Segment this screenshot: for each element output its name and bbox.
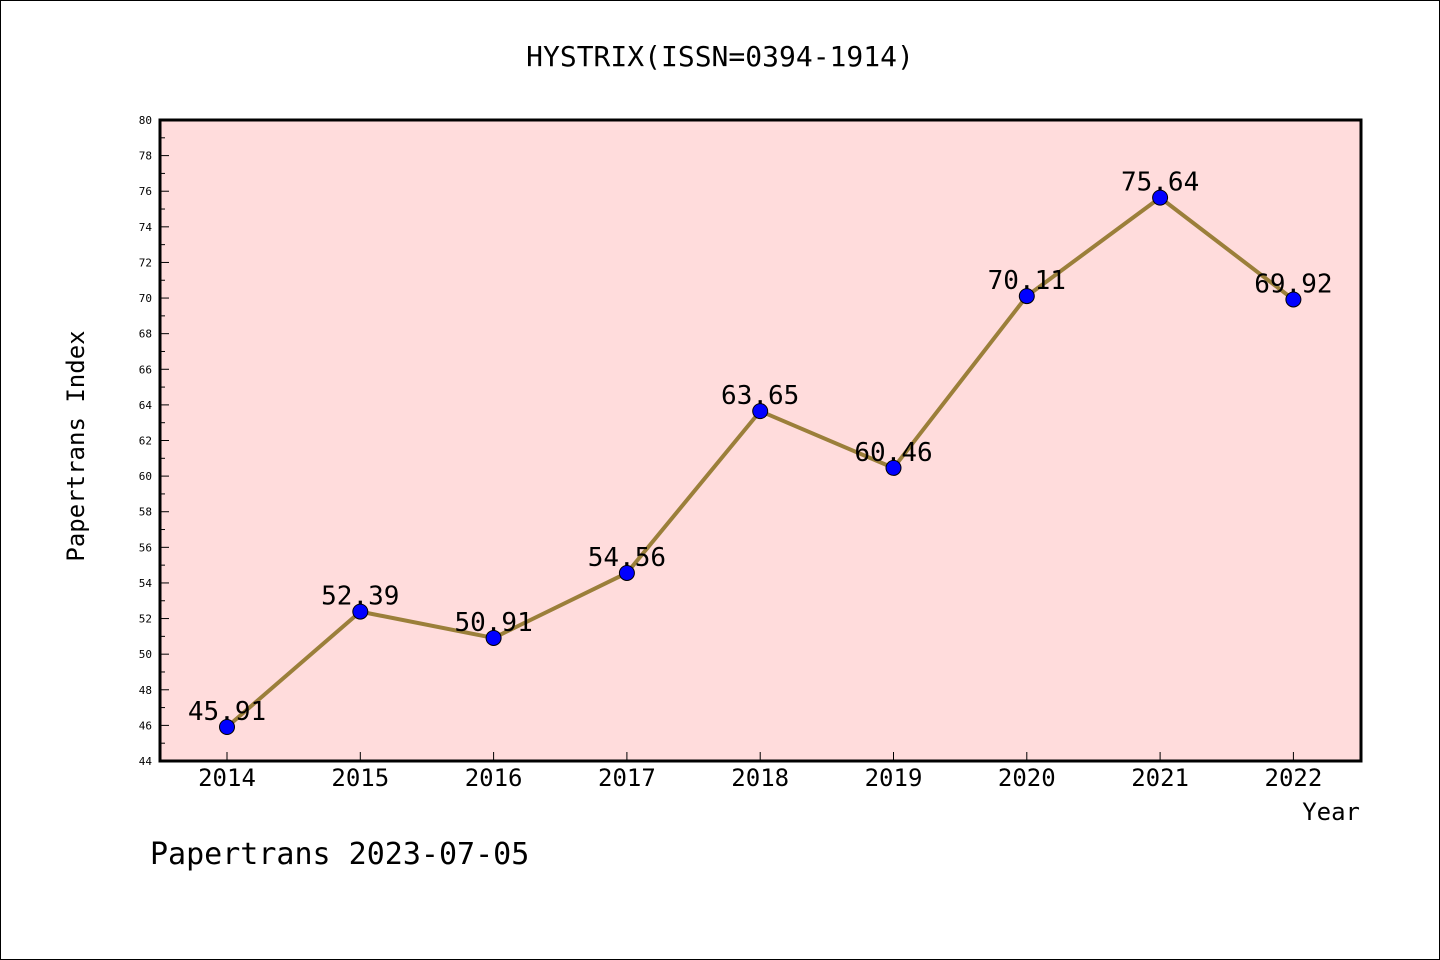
chart-title: HYSTRIX(ISSN=0394-1914) <box>526 40 914 73</box>
y-tick-label: 70 <box>139 292 152 305</box>
data-label: 50.91 <box>454 608 532 638</box>
y-tick-label: 80 <box>139 114 152 127</box>
y-tick-label: 68 <box>139 328 152 341</box>
y-tick-label: 48 <box>139 684 152 697</box>
y-tick-label: 58 <box>139 506 152 519</box>
y-tick-label: 50 <box>139 648 152 661</box>
y-tick-label: 54 <box>139 577 153 590</box>
data-label: 75.64 <box>1121 168 1199 198</box>
data-point <box>219 718 235 735</box>
x-tick-label: 2020 <box>998 764 1056 792</box>
y-tick-label: 60 <box>139 470 152 483</box>
y-tick-label: 76 <box>139 185 152 198</box>
x-tick-label: 2017 <box>598 764 656 792</box>
data-label: 45.91 <box>188 697 266 727</box>
series-index: 45.91 52.39 50.91 54.56 63.65 60.46 70.11 75.64… <box>188 168 1333 735</box>
data-point <box>1018 288 1035 305</box>
data-label: 60.46 <box>854 438 932 468</box>
data-label: 63.65 <box>721 381 799 411</box>
y-tick-label: 52 <box>139 613 152 626</box>
data-label: 69.92 <box>1254 269 1332 299</box>
data-point <box>885 459 902 476</box>
data-label: 54.56 <box>588 543 666 573</box>
y-tick-label: 66 <box>139 363 152 376</box>
y-axis: 44 46 48 50 52 54 56 58 60 62 64 66 68 70 72 74 76 78 80 <box>139 114 169 768</box>
data-label: 52.39 <box>321 582 399 612</box>
x-axis: 2014 2015 2016 2017 2018 2019 2020 2021 2022 <box>198 752 1322 792</box>
data-point <box>752 403 769 420</box>
x-tick-label: 2022 <box>1265 764 1323 792</box>
x-tick-label: 2019 <box>865 764 923 792</box>
x-tick-label: 2018 <box>731 764 789 792</box>
data-point <box>1285 291 1302 308</box>
x-tick-label: 2016 <box>465 764 523 792</box>
y-tick-label: 44 <box>139 755 153 768</box>
footer-text: Papertrans 2023-07-05 <box>150 837 529 872</box>
data-point <box>1152 189 1169 206</box>
x-axis-label: Year <box>1302 798 1360 826</box>
plot-area <box>158 118 1363 763</box>
y-tick-label: 72 <box>139 256 152 269</box>
y-axis-label: Papertrans Index <box>62 330 90 561</box>
y-tick-label: 62 <box>139 435 152 448</box>
data-point <box>352 603 369 620</box>
data-point <box>485 629 502 646</box>
data-label: 70.11 <box>988 266 1066 296</box>
x-tick-label: 2015 <box>331 764 389 792</box>
y-tick-label: 56 <box>139 541 152 554</box>
x-tick-label: 2021 <box>1131 764 1189 792</box>
x-tick-label: 2014 <box>198 764 256 792</box>
y-tick-label: 74 <box>139 221 153 234</box>
y-tick-label: 46 <box>139 719 152 732</box>
y-tick-label: 64 <box>139 399 153 412</box>
data-point <box>618 564 635 581</box>
y-tick-label: 78 <box>139 150 152 163</box>
